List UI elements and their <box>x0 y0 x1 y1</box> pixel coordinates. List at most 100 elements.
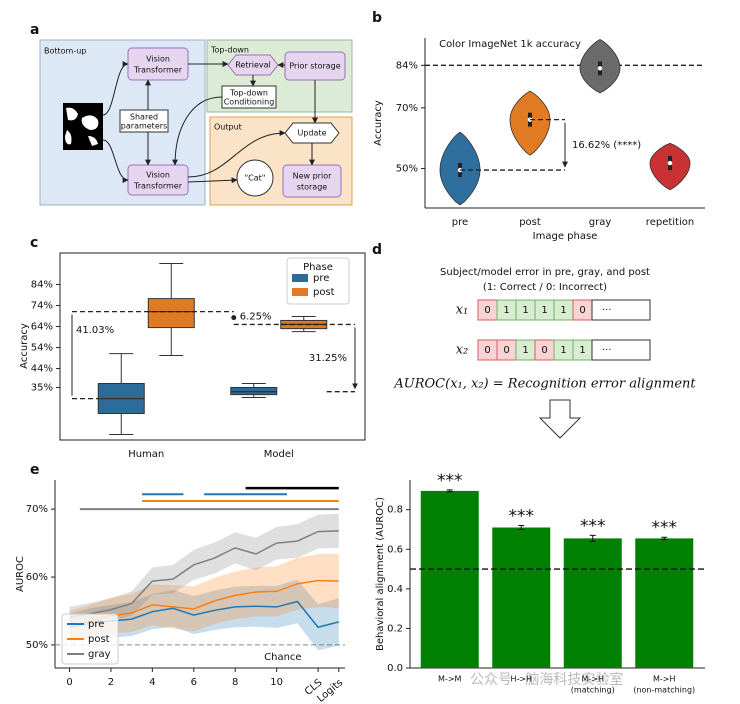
frame <box>59 252 366 441</box>
x-tick-label: M->H <box>653 675 676 684</box>
bar <box>635 538 694 668</box>
node <box>127 164 189 196</box>
legend-swatch <box>292 274 308 282</box>
legend-label: post <box>313 287 335 298</box>
axis-label: Accuracy <box>373 100 384 146</box>
x-tick-label: 10 <box>270 677 283 688</box>
node-label: Transformer <box>133 182 183 191</box>
x-tick-label: 8 <box>232 677 238 688</box>
arrows <box>102 61 318 184</box>
node <box>282 164 342 198</box>
y-tick-label: 74% <box>31 301 53 312</box>
cell-value: 1 <box>541 305 547 316</box>
y-tick-label: 50% <box>396 164 418 175</box>
error-bar <box>589 534 596 542</box>
y-tick-label: 0.8 <box>387 505 403 516</box>
cell-value: 0 <box>503 345 509 356</box>
legend-label: pre <box>88 619 104 630</box>
cell-value: 0 <box>484 305 490 316</box>
bracket <box>460 119 565 171</box>
median <box>667 160 673 166</box>
reference-label: Chance <box>264 652 301 663</box>
bracket <box>72 310 355 400</box>
cell-value: 1 <box>522 305 528 316</box>
panel-letter: d <box>372 242 382 258</box>
node-label: Vision <box>146 171 170 180</box>
panel-a: a Bottom-up Top-down Output Vision Trans… <box>30 22 353 206</box>
cell-value: 0 <box>484 345 490 356</box>
node-label: storage <box>297 183 327 192</box>
node-label: Conditioning <box>224 98 275 107</box>
axis-label: AUROC <box>15 556 26 592</box>
cell-value: 1 <box>579 345 585 356</box>
panel-d: d Subject/model error in pre, gray, and … <box>372 242 696 439</box>
title: Color ImageNet 1k accuracy <box>439 39 581 50</box>
cell-value: 1 <box>560 305 566 316</box>
x-tick-sublabel: (non-matching) <box>633 686 695 695</box>
watermark: 公众号 · 脑海科技实验室 <box>470 671 623 688</box>
x-tick-sublabel: (matching) <box>571 686 615 695</box>
x-tick-label: Model <box>264 449 294 460</box>
node-label: "Cat" <box>245 174 266 183</box>
x-tick-label: gray <box>589 217 612 228</box>
node-label: Shared <box>130 113 158 122</box>
median <box>597 66 603 71</box>
legend-label: post <box>88 634 110 645</box>
annotation: 31.25% <box>309 353 347 364</box>
axis-label: Behavioral alignment (AUROC) <box>375 497 386 651</box>
x-tick-label: M->M <box>438 675 461 684</box>
cell <box>591 339 651 361</box>
y-tick-label: 84% <box>31 280 53 291</box>
y-tick-label: 0.2 <box>387 623 403 634</box>
bar <box>492 527 551 668</box>
y-tick-label: 60% <box>26 572 48 583</box>
title: Subject/model error in pre, gray, and po… <box>440 267 650 278</box>
arrow <box>71 314 355 396</box>
legend-label: gray <box>88 649 111 660</box>
x-tick-label: post <box>519 217 541 228</box>
cell-value: 1 <box>503 305 509 316</box>
x-tick-label: 6 <box>191 677 197 688</box>
x-axis-label: Image phase <box>533 231 598 242</box>
node <box>284 122 340 144</box>
y-tick-label: 0.4 <box>387 584 403 595</box>
x-tick-label: 4 <box>149 677 155 688</box>
y-tick-label: 50% <box>26 640 48 651</box>
node-label: New prior <box>293 172 332 181</box>
y-tick-label: 70% <box>26 504 48 515</box>
formula: AUROC(x₁, x₂) = Recognition error alignm… <box>393 377 696 392</box>
panel-letter: c <box>30 235 38 251</box>
legend-label: pre <box>313 273 329 284</box>
x-tick-label: M->H <box>581 675 604 684</box>
x-tick-label: H->H <box>510 675 532 684</box>
node-label: Retrieval <box>235 61 271 70</box>
y-tick-label: 0.0 <box>387 663 403 674</box>
cell-value: 1 <box>522 345 528 356</box>
axis-label: Accuracy <box>19 323 30 369</box>
bar <box>563 538 622 668</box>
annotation: 41.03% <box>76 325 114 336</box>
row-label: x₁ <box>456 303 469 318</box>
node-label: Prior storage <box>289 62 340 71</box>
node-label: Vision <box>146 55 170 64</box>
annotation: 16.62% (****) <box>572 140 641 151</box>
y-tick-label: 70% <box>396 103 418 114</box>
node <box>127 47 189 81</box>
x-tick-label: Human <box>128 449 164 460</box>
error-bar <box>661 536 668 541</box>
annotation: *** <box>580 516 606 536</box>
legend-frame <box>61 613 119 665</box>
dot <box>231 315 237 321</box>
annotation: *** <box>509 507 535 527</box>
cell-value: ··· <box>602 305 612 316</box>
legend-title: Phase <box>303 262 333 273</box>
cell <box>591 299 651 321</box>
x-tick-label: 0 <box>66 677 72 688</box>
annotation: *** <box>652 518 678 538</box>
arrow <box>538 399 582 439</box>
node-label: Top-down <box>229 89 268 98</box>
annotation: *** <box>437 471 463 491</box>
panel-letter: e <box>30 462 40 478</box>
y-tick-label: 64% <box>31 322 53 333</box>
